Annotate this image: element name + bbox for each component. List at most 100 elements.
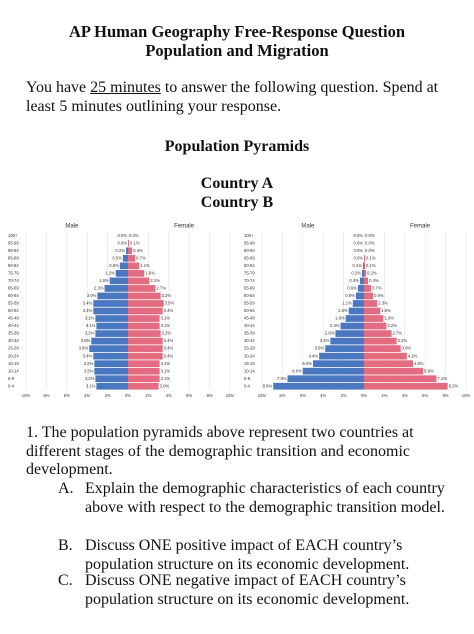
- bar: [355, 292, 364, 300]
- value-label: 0.1%: [366, 263, 376, 268]
- value-label: 3.4%: [83, 308, 93, 313]
- chart-title: Country B: [200, 194, 274, 211]
- value-label: 0.1%: [130, 240, 140, 245]
- value-label: 0.0%: [365, 240, 375, 245]
- bar: [128, 285, 156, 292]
- bar: [104, 285, 128, 292]
- value-label: 3.2%: [398, 338, 408, 343]
- value-label: 3.4%: [164, 308, 174, 313]
- bar: [287, 375, 364, 383]
- bar: [364, 300, 378, 307]
- x-tick-label: 8%: [207, 393, 213, 398]
- y-tick-label: 70-74: [8, 278, 19, 283]
- x-tick-label: 0%: [361, 393, 367, 398]
- item-label: A.: [58, 480, 74, 497]
- question-item: C. Discuss ONE negative impact of EACH co…: [58, 572, 458, 609]
- pyramid-chart: 0%2% 2%4% 4%6% 6%8% 8%10% 10%Male0.0%0.0%0.0%…: [242, 220, 470, 402]
- y-tick-label: 40-44: [8, 323, 19, 328]
- value-label: 0.7%: [136, 255, 146, 260]
- bar: [330, 337, 364, 345]
- bar: [364, 277, 369, 285]
- bar: [125, 247, 128, 255]
- question-item: A. Explain the demographic characteristic…: [58, 480, 458, 517]
- value-label: 2.8%: [325, 331, 335, 336]
- bar: [364, 382, 448, 390]
- legend-label: Male: [301, 224, 315, 230]
- value-label: 0.0%: [353, 233, 363, 238]
- value-label: 8.9%: [263, 383, 273, 388]
- value-label: 3.2%: [85, 376, 95, 381]
- value-label: 3.1%: [161, 361, 171, 366]
- item-text: Explain the demographic characteristics …: [85, 480, 445, 516]
- value-label: 3.1%: [86, 383, 96, 388]
- subtitle: Population and Migration: [145, 41, 329, 60]
- value-label: 3.4%: [83, 301, 93, 306]
- x-tick-label: 10%: [22, 393, 31, 398]
- value-label: 1.9%: [384, 316, 394, 321]
- y-tick-label: 100+: [8, 233, 18, 238]
- value-label: 0.0%: [365, 248, 375, 253]
- y-tick-label: 25-29: [8, 346, 19, 351]
- value-label: 3.6%: [81, 338, 91, 343]
- value-label: 3.8%: [79, 346, 89, 351]
- value-label: 1.6%: [381, 308, 391, 313]
- y-tick-label: 65-69: [244, 286, 255, 291]
- bar: [128, 270, 145, 277]
- value-label: 0.7%: [372, 286, 382, 291]
- value-label: 3.2%: [85, 331, 95, 336]
- value-label: 3.1%: [161, 376, 171, 381]
- bar: [128, 360, 160, 368]
- x-tick-label: 8%: [443, 393, 449, 398]
- value-label: 0.4%: [133, 248, 143, 253]
- y-tick-label: 80-84: [8, 263, 19, 268]
- value-label: 0.2%: [367, 270, 377, 275]
- bar: [364, 270, 367, 277]
- value-label: 3.1%: [86, 323, 96, 328]
- bar: [352, 300, 364, 307]
- value-label: 0.2%: [351, 270, 361, 275]
- value-label: 0.0%: [353, 240, 363, 245]
- bar: [364, 352, 407, 360]
- bar: [362, 262, 364, 270]
- bar: [128, 367, 160, 375]
- value-label: 4.4%: [309, 353, 319, 358]
- y-tick-label: 70-74: [244, 278, 255, 283]
- value-label: 0.1%: [366, 255, 376, 260]
- y-tick-label: 10-14: [244, 368, 255, 373]
- value-label: 2.3%: [94, 286, 104, 291]
- value-label: 0.0%: [365, 233, 375, 238]
- bar: [335, 330, 364, 337]
- y-tick-label: 55-59: [8, 301, 19, 306]
- y-tick-label: 55-59: [244, 301, 255, 306]
- bar: [122, 254, 128, 262]
- legend-label: Female: [410, 224, 431, 230]
- value-label: 3.6%: [402, 346, 412, 351]
- value-label: 1.5%: [338, 308, 348, 313]
- bar: [319, 352, 364, 360]
- bar: [364, 285, 372, 292]
- y-tick-label: 80-84: [244, 263, 255, 268]
- bar: [128, 292, 161, 300]
- bar: [128, 315, 160, 322]
- value-label: 7.1%: [437, 376, 447, 381]
- y-tick-label: 40-44: [244, 323, 255, 328]
- y-tick-label: 0-4: [8, 383, 15, 388]
- value-label: 0.9%: [374, 293, 384, 298]
- y-tick-label: 60-64: [244, 293, 255, 298]
- bar: [364, 307, 381, 315]
- value-label: 3.1%: [161, 323, 171, 328]
- bar: [128, 307, 163, 315]
- value-label: 3.3%: [84, 361, 94, 366]
- y-tick-label: 65-69: [8, 286, 19, 291]
- y-tick-label: 20-24: [8, 353, 19, 358]
- y-tick-label: 85-89: [8, 255, 19, 260]
- value-label: 1.2%: [105, 270, 115, 275]
- value-label: 0.8%: [345, 293, 355, 298]
- bar: [340, 322, 364, 330]
- x-tick-label: 0%: [125, 393, 131, 398]
- value-label: 2.7%: [157, 286, 167, 291]
- y-tick-label: 85-89: [244, 255, 255, 260]
- x-tick-label: 4%: [320, 393, 326, 398]
- value-label: 1.8%: [335, 316, 345, 321]
